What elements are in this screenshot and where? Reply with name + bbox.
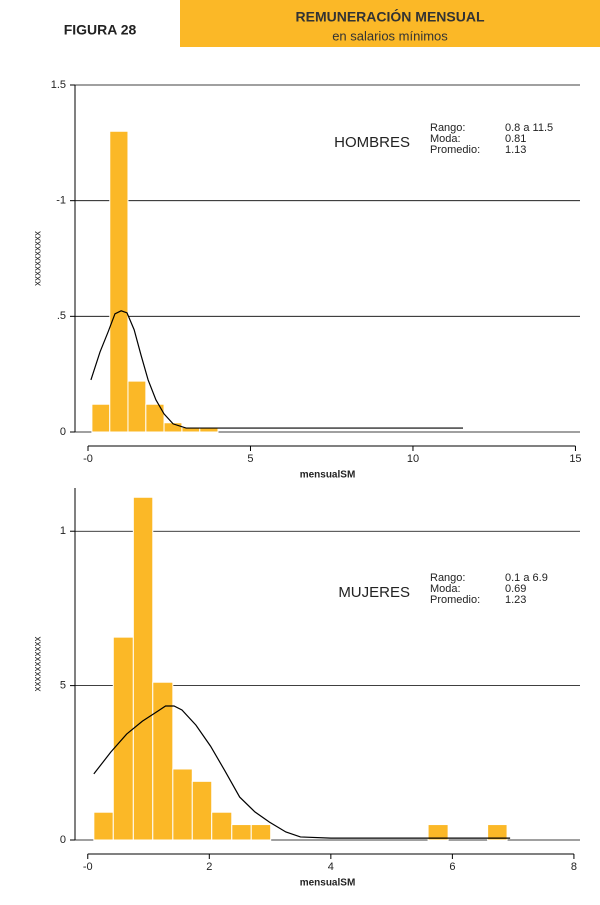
x-tick-label: 4 <box>328 861 334 873</box>
stat-name: Moda: <box>430 133 461 145</box>
bar <box>250 824 272 841</box>
bar <box>93 811 114 841</box>
x-tick-label: -0 <box>83 861 93 873</box>
density-curve <box>93 705 511 839</box>
y-tick-label: 5 <box>60 680 66 692</box>
x-tick-label: 6 <box>449 861 455 873</box>
y-tick-label: 0 <box>60 426 66 438</box>
stat-value: 1.23 <box>505 594 526 606</box>
stat-value: 0.81 <box>505 133 526 145</box>
stat-name: Rango: <box>430 572 465 584</box>
bar <box>191 780 213 841</box>
stat-value: 1.13 <box>505 144 526 156</box>
bar <box>152 681 174 841</box>
x-axis-label: mensualSM <box>300 470 356 481</box>
bar <box>132 496 154 841</box>
bar <box>211 811 233 841</box>
stat-name: Promedio: <box>430 144 480 156</box>
subtitle: en salarios mínimos <box>332 28 448 43</box>
y-tick-label: 1 <box>60 525 66 537</box>
stat-value: 0.1 a 6.9 <box>505 572 548 584</box>
x-tick-label: 8 <box>571 861 577 873</box>
x-tick-label: 10 <box>407 453 419 465</box>
bar <box>487 824 508 841</box>
bar <box>91 403 111 433</box>
bar <box>145 403 165 433</box>
x-tick-label: 2 <box>206 861 212 873</box>
x-axis-label: mensualSM <box>300 878 356 889</box>
stat-name: Rango: <box>430 122 465 134</box>
stat-value: 0.8 a 11.5 <box>505 122 553 134</box>
stat-name: Moda: <box>430 583 461 595</box>
x-tick-label: -0 <box>83 453 93 465</box>
density-curve <box>90 310 464 429</box>
bar <box>127 380 147 433</box>
bar <box>109 130 129 433</box>
stat-value: 0.69 <box>505 583 526 595</box>
y-tick-label: 0 <box>60 834 66 846</box>
figure-number: FIGURA 28 <box>64 22 137 38</box>
panel-label: HOMBRES <box>334 134 410 151</box>
x-tick-label: 15 <box>569 453 581 465</box>
y-tick-label: -1 <box>56 195 66 207</box>
panel-label: MUJERES <box>338 584 410 601</box>
y-tick-label: .5 <box>57 310 66 322</box>
bar <box>231 824 252 841</box>
x-tick-label: 5 <box>247 453 253 465</box>
bar <box>172 768 193 841</box>
y-tick-label: 1.5 <box>51 79 66 91</box>
header-band <box>180 0 600 47</box>
bar <box>427 824 449 841</box>
y-axis-label: xxxxxxxxxxx <box>33 231 44 286</box>
bar <box>199 426 219 433</box>
y-axis-label: xxxxxxxxxxx <box>33 637 44 692</box>
title: REMUNERACIÓN MENSUAL <box>296 8 485 25</box>
stat-name: Promedio: <box>430 594 480 606</box>
